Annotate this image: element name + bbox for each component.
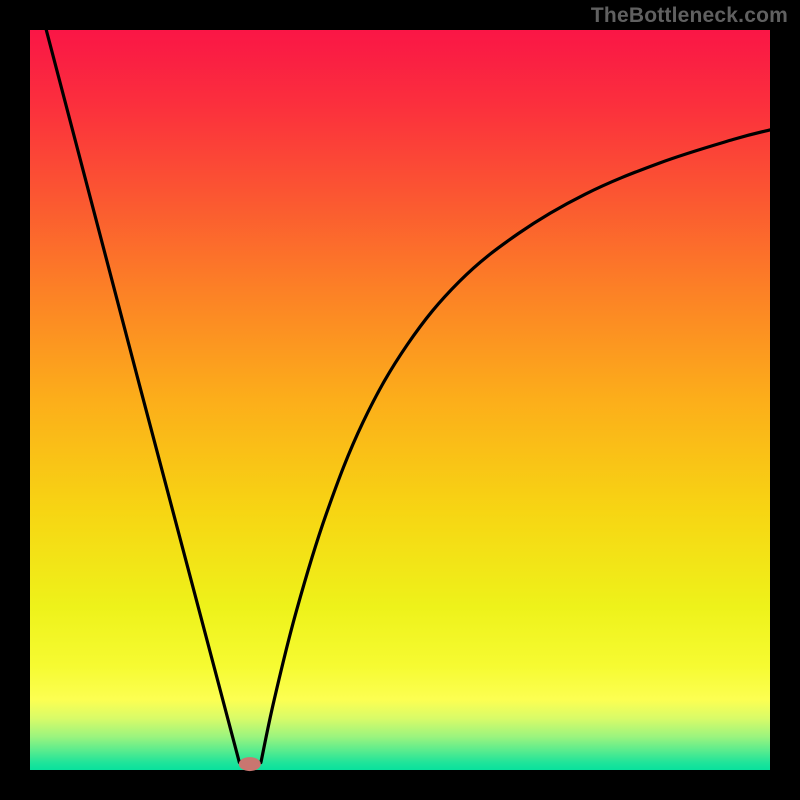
bottleneck-chart [0, 0, 800, 800]
optimal-marker [239, 757, 261, 771]
chart-root: TheBottleneck.com [0, 0, 800, 800]
watermark-text: TheBottleneck.com [591, 4, 788, 28]
plot-background [30, 30, 770, 770]
